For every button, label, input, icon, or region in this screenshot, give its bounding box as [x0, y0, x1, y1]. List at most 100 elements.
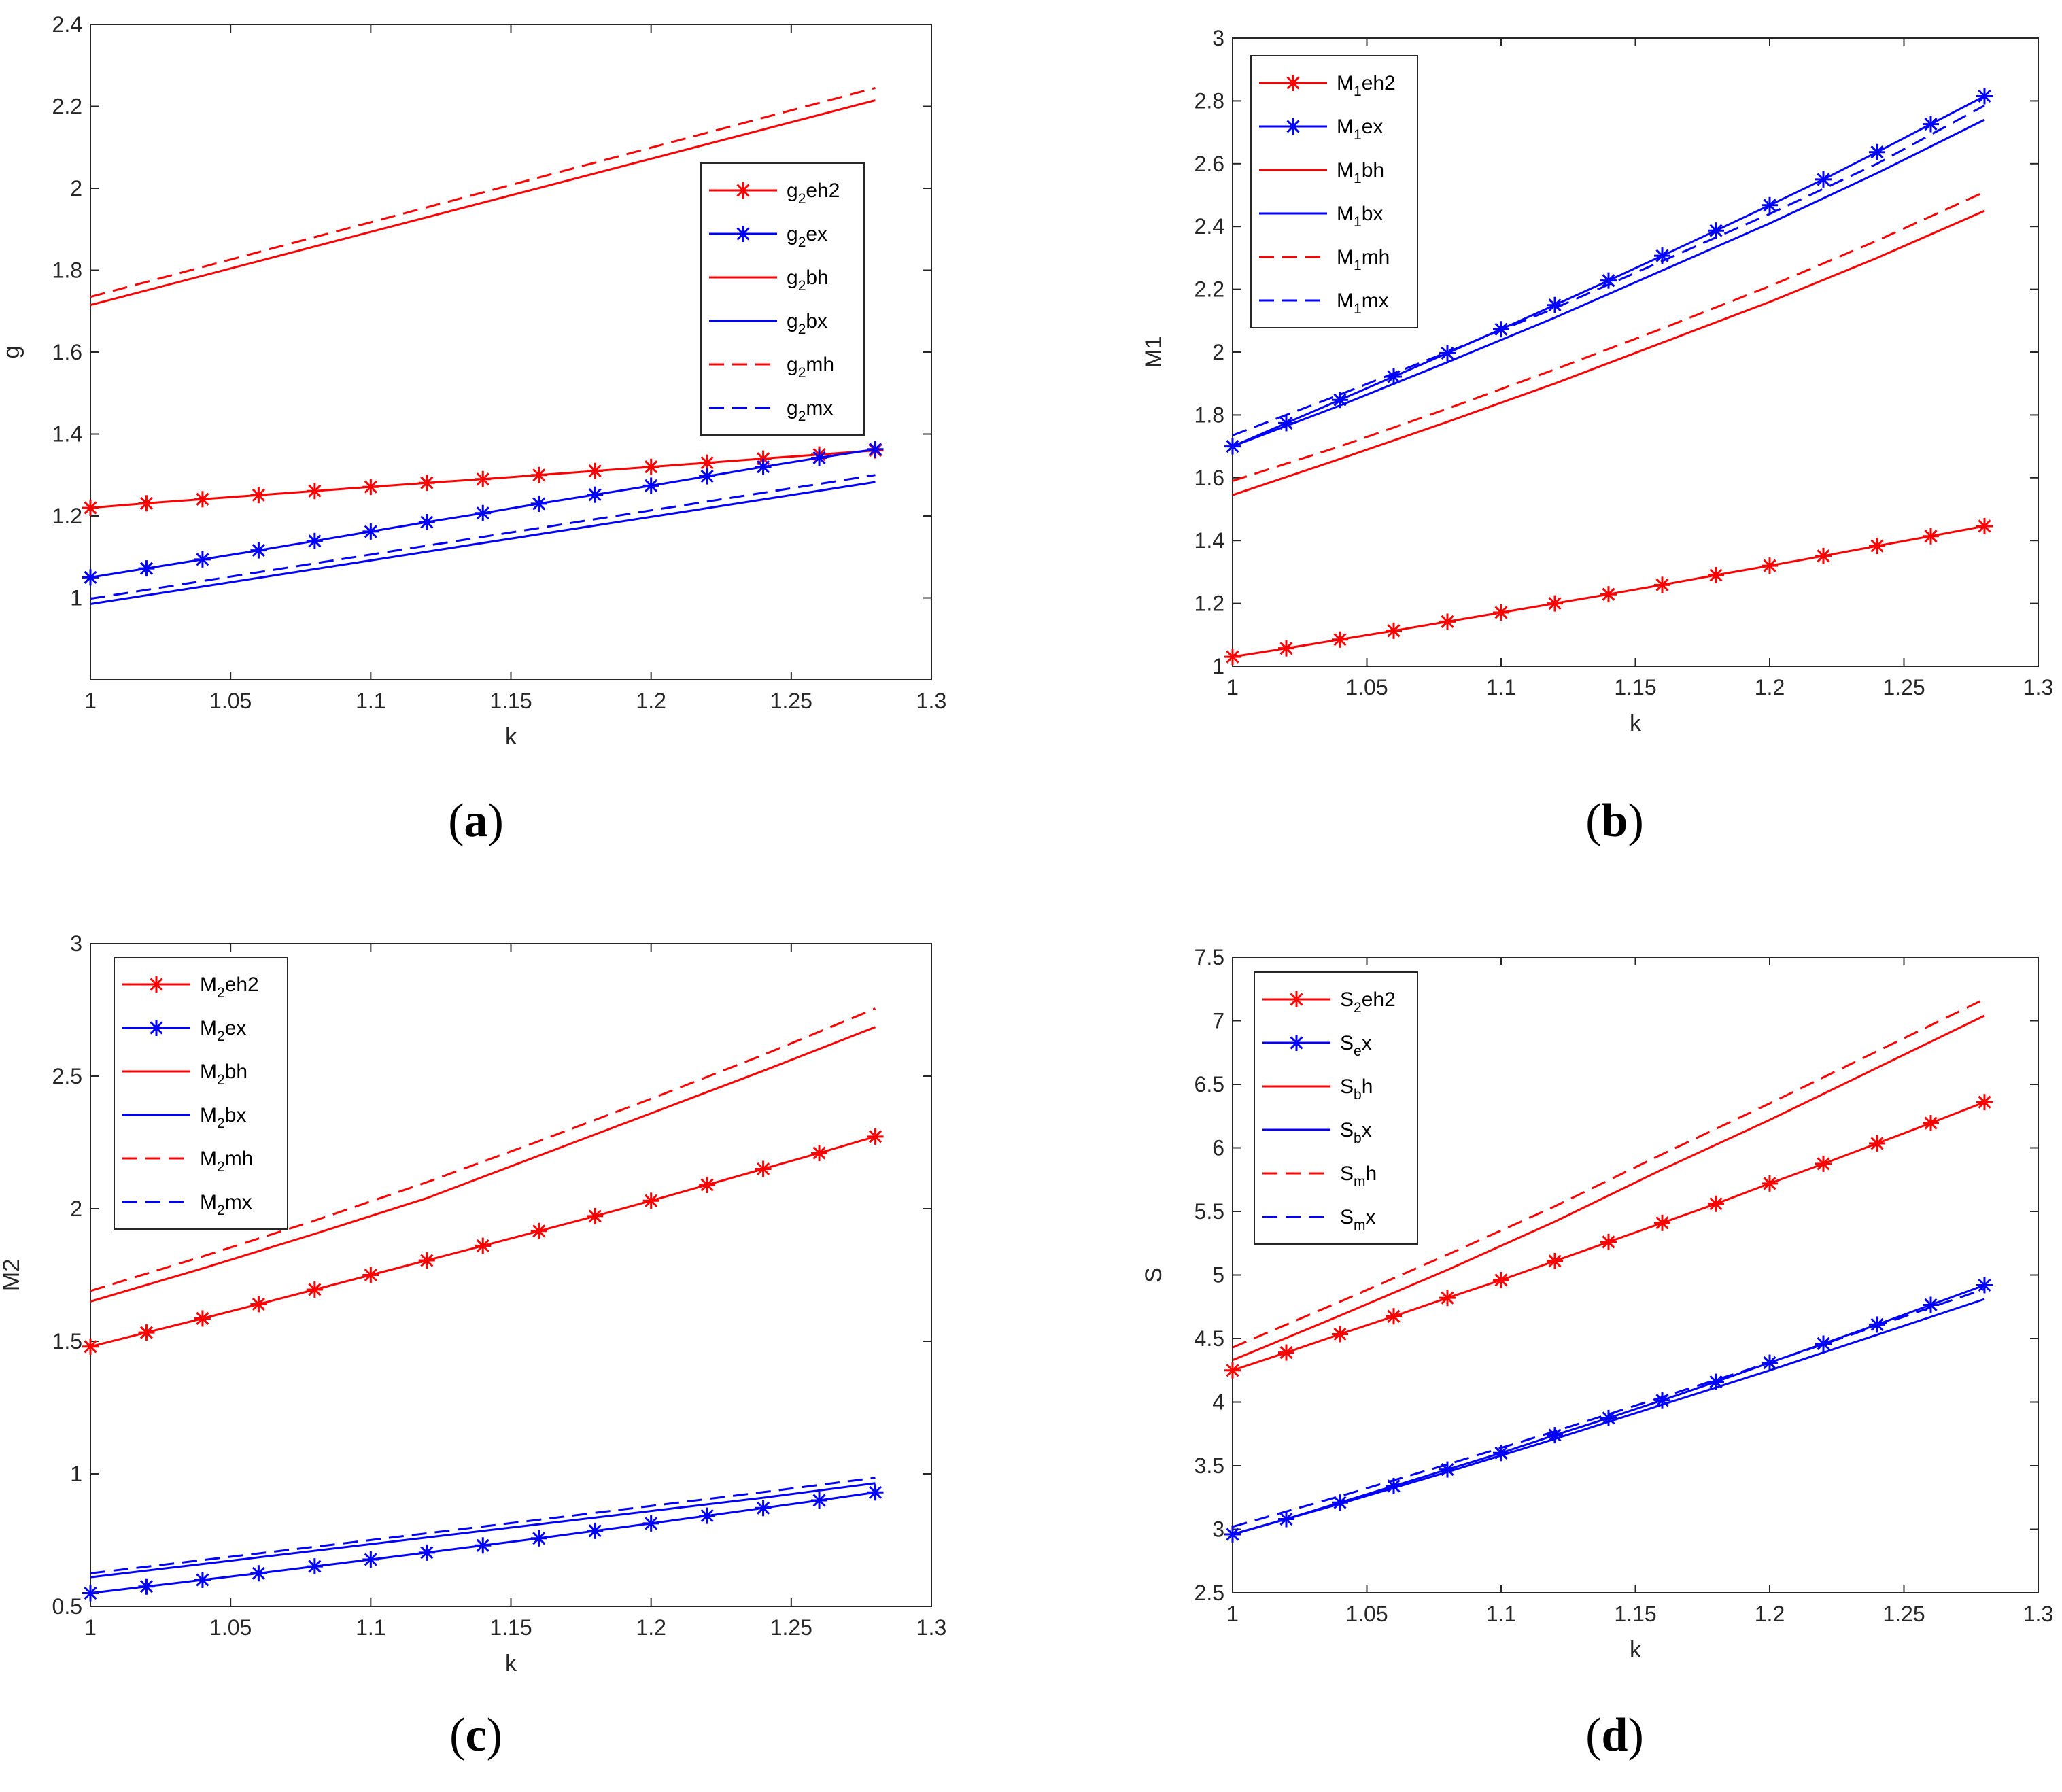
x-tick-label: 1.15 — [489, 1615, 532, 1640]
y-tick-label: 5 — [1212, 1263, 1224, 1288]
chart-panel-c: 1 1.05 1.1 1.15 1.2 1.25 1.30.511.522.53kM2M2e… — [0, 931, 946, 1761]
y-tick-label: 4.5 — [1195, 1326, 1224, 1351]
legend-label-M2bx: M2bx — [200, 1104, 246, 1131]
y-tick-label: 2 — [70, 176, 82, 201]
series-marker-M2ex — [699, 1507, 716, 1524]
x-tick-label: 1 — [1226, 1602, 1239, 1626]
series-marker-S2eh2 — [1493, 1271, 1509, 1288]
series-marker-M2ex — [362, 1551, 379, 1568]
y-tick-label: 1.5 — [52, 1329, 82, 1354]
series-marker-M1ex — [1600, 272, 1617, 289]
y-tick-label: 5.5 — [1195, 1199, 1224, 1224]
series-marker-g2eh2 — [138, 495, 155, 512]
y-tick-label: 1.2 — [1195, 591, 1224, 616]
series-marker-g2ex — [194, 551, 211, 568]
series-marker-M2eh2 — [811, 1145, 828, 1162]
legend-label-M2eh2: M2eh2 — [200, 973, 259, 1001]
x-tick-label: 1.2 — [1755, 1602, 1785, 1626]
series-marker-Sex — [1815, 1335, 1832, 1352]
series-line-M2bh — [90, 1026, 876, 1303]
series-marker-g2ex — [82, 569, 99, 586]
series-marker-M1eh2 — [1869, 538, 1885, 555]
series-line-g2mh — [90, 86, 876, 298]
legend-box — [700, 162, 865, 436]
x-tick-label: 1.15 — [489, 689, 532, 713]
series-marker-Sex — [1600, 1409, 1617, 1426]
series-marker-g2ex — [306, 532, 323, 549]
series-marker-S2eh2 — [1762, 1175, 1778, 1192]
series-marker-S2eh2 — [1654, 1214, 1670, 1231]
y-tick-label: 7.5 — [1195, 945, 1224, 969]
series-marker-M2ex — [418, 1544, 435, 1561]
series-marker-M2eh2 — [250, 1296, 267, 1313]
y-tick-label: 2.8 — [1195, 88, 1224, 113]
series-marker-M2ex — [642, 1515, 659, 1532]
panel-caption: (c) — [449, 1709, 502, 1761]
series-marker-M2ex — [475, 1537, 492, 1554]
legend-label-g2bh: g2bh — [787, 266, 829, 294]
series-marker-g2ex — [362, 523, 379, 540]
x-tick-label: 1.2 — [1755, 675, 1785, 700]
legend-marker-Sex — [1288, 1035, 1305, 1051]
series-marker-S2eh2 — [1923, 1115, 1939, 1132]
series-marker-S2eh2 — [1708, 1195, 1724, 1212]
x-tick-label: 1.25 — [770, 1615, 812, 1640]
series-line-Sbh — [1232, 1014, 1985, 1362]
legend-label-M2mh: M2mh — [200, 1148, 253, 1175]
legend-marker-M2eh2 — [148, 976, 165, 993]
series-marker-Sex — [1869, 1316, 1885, 1333]
series-marker-M1ex — [1762, 196, 1778, 213]
x-tick-label: 1.3 — [2023, 675, 2053, 700]
series-marker-M2ex — [194, 1572, 211, 1588]
series-marker-S2eh2 — [1600, 1233, 1617, 1250]
series-marker-Sex — [1547, 1427, 1563, 1444]
series-marker-M1ex — [1923, 116, 1939, 133]
series-marker-M1eh2 — [1762, 557, 1778, 574]
series-marker-M1eh2 — [1493, 604, 1509, 621]
y-tick-label: 6.5 — [1195, 1072, 1224, 1097]
y-tick-label: 2.2 — [52, 94, 82, 119]
y-tick-label: 2 — [70, 1196, 82, 1221]
series-line-g2bh — [90, 99, 876, 307]
series-marker-g2eh2 — [642, 458, 659, 475]
series-line-M1bh — [1232, 209, 1985, 496]
series-marker-M1eh2 — [1386, 622, 1402, 639]
series-marker-M2eh2 — [867, 1128, 884, 1145]
series-line-M1mx — [1232, 104, 1985, 436]
series-marker-g2ex — [138, 560, 155, 577]
legend-label-g2mx: g2mx — [787, 397, 833, 424]
x-tick-label: 1.15 — [1614, 675, 1656, 700]
panel-caption: (a) — [448, 795, 504, 847]
series-marker-M2ex — [755, 1500, 772, 1517]
series-line-g2mx — [90, 474, 876, 600]
x-tick-label: 1.1 — [356, 689, 385, 713]
legend-label-M1bh: M1bh — [1337, 159, 1384, 186]
series-line-g2bx — [90, 481, 876, 605]
legend-label-M1mx: M1mx — [1337, 290, 1389, 317]
y-tick-label: 1.4 — [1195, 528, 1224, 553]
series-line-M1mh — [1232, 191, 1985, 482]
y-tick-label: 2.5 — [52, 1064, 82, 1088]
x-tick-label: 1.05 — [209, 1615, 252, 1640]
legend-label-g2bx: g2bx — [787, 310, 827, 337]
y-tick-label: 1 — [70, 1462, 82, 1486]
x-tick-label: 1.05 — [1345, 1602, 1388, 1626]
series-marker-M1eh2 — [1600, 586, 1617, 603]
x-tick-label: 1 — [84, 689, 97, 713]
y-tick-label: 1 — [1212, 654, 1224, 678]
series-marker-M1eh2 — [1708, 567, 1724, 584]
series-marker-M2eh2 — [82, 1338, 99, 1355]
y-tick-label: 6 — [1212, 1136, 1224, 1160]
x-tick-label: 1 — [84, 1615, 97, 1640]
series-marker-M1ex — [1815, 171, 1832, 188]
y-tick-label: 2.4 — [52, 12, 82, 37]
series-marker-M2eh2 — [138, 1324, 155, 1341]
series-marker-M1eh2 — [1815, 547, 1832, 564]
x-tick-label: 1.25 — [1883, 675, 1925, 700]
series-marker-g2eh2 — [418, 475, 435, 492]
series-marker-g2ex — [811, 449, 828, 466]
series-marker-M2ex — [587, 1522, 604, 1539]
legend-label-M1mh: M1mh — [1337, 246, 1390, 273]
